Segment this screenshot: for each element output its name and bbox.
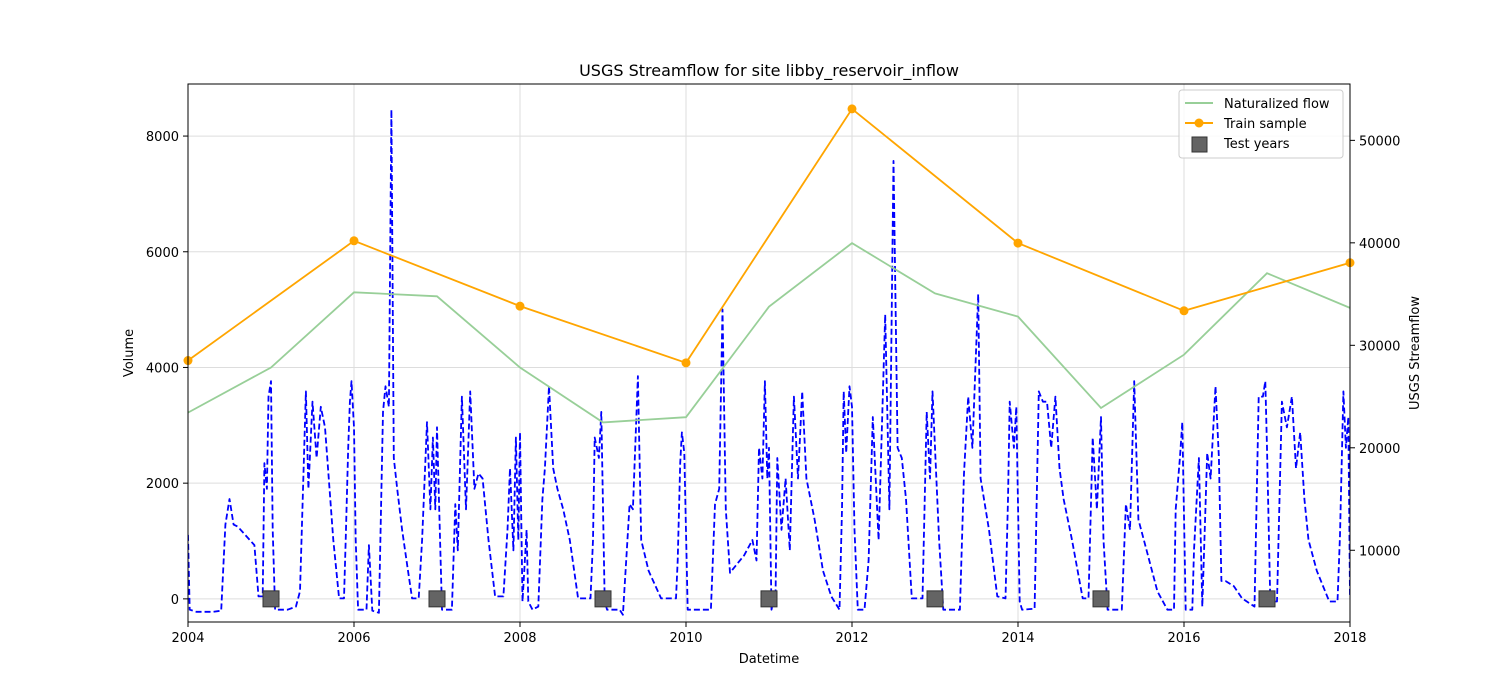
legend-box: [1178, 89, 1344, 159]
legend-train-marker: [1194, 118, 1204, 128]
series-layer: [188, 107, 1350, 616]
legend-naturalized-label: Naturalized flow: [1224, 97, 1330, 112]
plot-frame: [187, 83, 1351, 623]
x-tick-label: 2010: [669, 631, 702, 646]
train-sample-point: [681, 358, 691, 368]
y-axis-title-left: Volume: [122, 329, 137, 377]
x-tick-label: 2018: [1333, 631, 1366, 646]
legend-test-marker: [1191, 136, 1208, 153]
test-year-marker: [760, 590, 778, 608]
train-sample-line: [188, 107, 1350, 364]
legend-train-label: Train sample: [1223, 117, 1307, 132]
legend-test-label: Test years: [1223, 137, 1290, 152]
y-tick-label-left: 4000: [146, 361, 179, 376]
test-year-marker: [428, 590, 446, 608]
train-sample-point: [847, 104, 857, 114]
usgs-streamflow-line: [188, 108, 1350, 616]
y-tick-label-right: 30000: [1359, 339, 1400, 354]
x-tick-label: 2016: [1167, 631, 1200, 646]
test-year-marker: [1258, 590, 1276, 608]
x-tick-label: 2006: [337, 631, 370, 646]
train-sample-point: [1013, 238, 1023, 248]
axes: 2004 2006 2008 2010 2012 2014 2016 2018 0 2000 400…: [146, 130, 1400, 646]
x-tick-label: 2004: [171, 631, 204, 646]
test-year-marker: [594, 590, 612, 608]
y-tick-label-right: 10000: [1359, 544, 1400, 559]
train-sample-point: [349, 236, 359, 246]
chart-title: USGS Streamflow for site libby_reservoir…: [579, 61, 959, 81]
y-tick-label-right: 50000: [1359, 134, 1400, 149]
naturalized-flow-line: [188, 242, 1350, 424]
y-tick-label-left: 6000: [146, 246, 179, 261]
x-tick-label: 2014: [1001, 631, 1034, 646]
test-year-marker: [926, 590, 944, 608]
x-axis-title: Datetime: [739, 652, 799, 667]
y-tick-label-left: 8000: [146, 130, 179, 145]
y-tick-label-right: 40000: [1359, 237, 1400, 252]
y-axis-title-right: USGS Streamflow: [1408, 296, 1423, 410]
y-tick-label-right: 20000: [1359, 442, 1400, 457]
test-year-marker: [262, 590, 280, 608]
train-sample-point: [515, 301, 525, 311]
legend: Naturalized flow Train sample Test years: [1178, 89, 1344, 159]
y-tick-label-left: 2000: [146, 477, 179, 492]
y-tick-label-left: 0: [171, 593, 179, 608]
train-sample-point: [1179, 306, 1189, 316]
test-year-marker: [1092, 590, 1110, 608]
x-tick-label: 2008: [503, 631, 536, 646]
x-tick-label: 2012: [835, 631, 868, 646]
